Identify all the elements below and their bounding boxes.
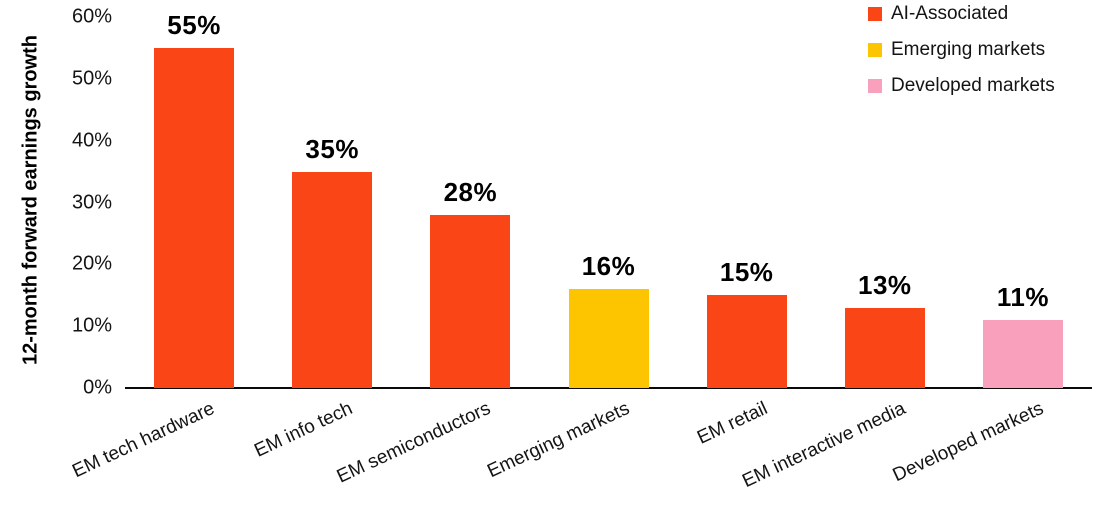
y-tick-label: 20%: [71, 252, 112, 275]
legend-swatch: [868, 79, 882, 93]
bar: [568, 289, 649, 388]
y-tick-label: 0%: [83, 376, 112, 399]
bar-value-label: 55%: [167, 9, 221, 40]
legend-swatch: [868, 43, 882, 57]
legend-item: Emerging markets: [868, 39, 1055, 61]
legend-label: AI-Associated: [891, 3, 1009, 24]
legend-item: AI-Associated: [868, 3, 1055, 25]
y-tick-label: 50%: [71, 67, 112, 90]
bar-value-label: 35%: [305, 133, 359, 164]
bar: [154, 47, 235, 388]
bar-value-label: 16%: [581, 251, 636, 282]
y-tick-label: 60%: [71, 5, 112, 28]
bar-value-label: 15%: [719, 257, 774, 288]
x-tick-label: EM tech hardware: [69, 398, 218, 483]
bar: [844, 307, 925, 388]
y-tick-label: 30%: [71, 191, 112, 213]
y-tick-label: 10%: [71, 314, 112, 337]
x-axis-line: [125, 387, 1092, 389]
legend: AI-Associated Emerging markets Developed m…: [868, 3, 1055, 97]
legend-item: Developed markets: [868, 75, 1055, 97]
bar-value-label: 13%: [858, 269, 912, 300]
bar-value-label: 11%: [996, 281, 1049, 312]
bar: [982, 319, 1063, 388]
bar-value-label: 28%: [443, 176, 498, 207]
legend-label: Emerging markets: [891, 39, 1046, 60]
y-tick-label: 40%: [71, 129, 112, 152]
legend-label: Developed markets: [891, 75, 1055, 96]
bar: [706, 295, 787, 388]
bar: [430, 214, 511, 388]
legend-swatch: [868, 7, 882, 21]
bar: [292, 171, 373, 388]
